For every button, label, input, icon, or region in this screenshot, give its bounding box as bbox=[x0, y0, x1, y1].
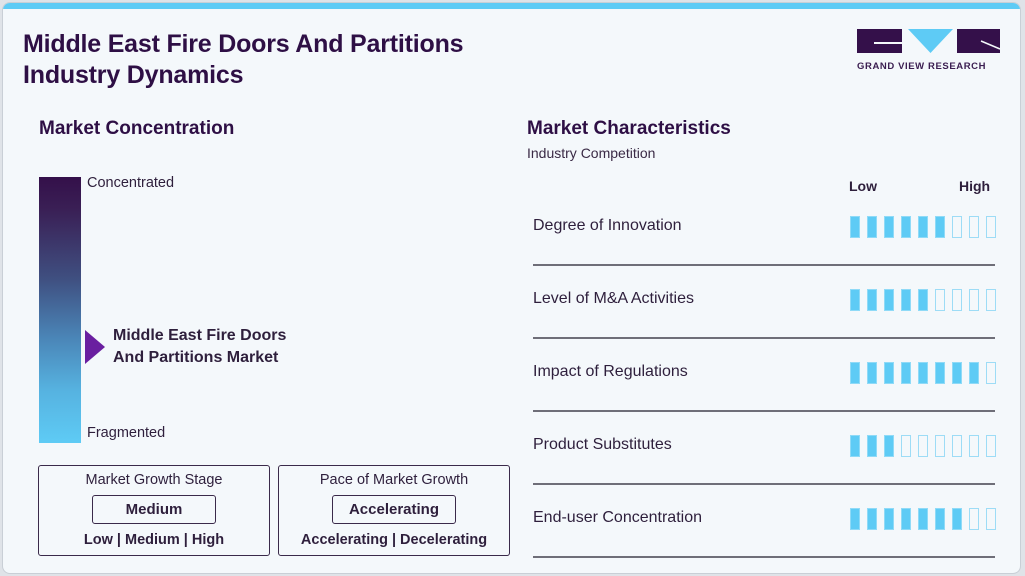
scale-low-label: Low bbox=[849, 178, 877, 194]
concentrated-label: Concentrated bbox=[87, 175, 175, 191]
top-accent-bar bbox=[3, 3, 1020, 9]
rating-segment-empty bbox=[935, 435, 945, 457]
growth-pace-title: Pace of Market Growth bbox=[319, 472, 469, 488]
market-name-line-2: And Partitions Market bbox=[113, 349, 279, 366]
rating-segment-empty bbox=[918, 435, 928, 457]
title-line-2: Industry Dynamics bbox=[23, 61, 244, 89]
scale-high-label: High bbox=[959, 178, 991, 194]
characteristic-label: End-user Concentration bbox=[533, 509, 702, 526]
rating-segment-empty bbox=[986, 216, 996, 238]
title-line-1: Middle East Fire Doors And Partitions bbox=[23, 30, 464, 58]
fragmented-label: Fragmented bbox=[87, 425, 166, 441]
rating-segment-filled bbox=[850, 435, 860, 457]
rating-segment-filled bbox=[884, 362, 894, 384]
rating-segment-empty bbox=[986, 289, 996, 311]
rating-segment-filled bbox=[884, 435, 894, 457]
rating-meter bbox=[850, 435, 996, 459]
row-divider bbox=[533, 483, 995, 485]
pace-of-market-growth-box: Pace of Market Growth Accelerating Accel… bbox=[278, 465, 510, 556]
rating-segment-filled bbox=[918, 289, 928, 311]
grand-view-research-logo: GRAND VIEW RESEARCH bbox=[857, 29, 1002, 72]
rating-segment-empty bbox=[969, 435, 979, 457]
rating-segment-filled bbox=[969, 362, 979, 384]
rating-segment-empty bbox=[969, 216, 979, 238]
rating-segment-filled bbox=[901, 289, 911, 311]
rating-segment-filled bbox=[952, 508, 962, 530]
market-name-line-1: Middle East Fire Doors bbox=[113, 327, 287, 344]
growth-pace-value: Accelerating bbox=[332, 495, 456, 524]
market-concentration-heading: Market Concentration bbox=[39, 118, 235, 139]
growth-stage-options: Low | Medium | High bbox=[83, 532, 225, 548]
rating-segment-filled bbox=[867, 435, 877, 457]
characteristic-label: Impact of Regulations bbox=[533, 363, 688, 380]
concentration-gradient-bar bbox=[39, 177, 81, 443]
rating-segment-empty bbox=[969, 289, 979, 311]
rating-segment-filled bbox=[867, 289, 877, 311]
characteristic-label: Degree of Innovation bbox=[533, 217, 682, 234]
rating-segment-filled bbox=[901, 216, 911, 238]
rating-segment-filled bbox=[884, 289, 894, 311]
rating-segment-filled bbox=[901, 362, 911, 384]
rating-meter bbox=[850, 508, 996, 532]
rating-meter bbox=[850, 362, 996, 386]
rating-segment-empty bbox=[986, 362, 996, 384]
market-characteristics-heading: Market Characteristics bbox=[527, 118, 731, 139]
logo-icon bbox=[857, 29, 1002, 55]
growth-pace-options: Accelerating | Decelerating bbox=[300, 532, 488, 548]
page-title: Middle East Fire Doors And Partitions In… bbox=[23, 29, 464, 91]
rating-segment-filled bbox=[850, 289, 860, 311]
market-name-label: Middle East Fire Doors And Partitions Ma… bbox=[113, 325, 286, 369]
rating-segment-filled bbox=[935, 362, 945, 384]
rating-segment-empty bbox=[952, 216, 962, 238]
rating-segment-empty bbox=[952, 289, 962, 311]
rating-segment-filled bbox=[867, 508, 877, 530]
rating-meter bbox=[850, 216, 996, 240]
rating-segment-filled bbox=[884, 216, 894, 238]
rating-segment-empty bbox=[935, 289, 945, 311]
rating-segment-filled bbox=[918, 216, 928, 238]
row-divider bbox=[533, 264, 995, 266]
rating-meter bbox=[850, 289, 996, 313]
rating-segment-filled bbox=[850, 362, 860, 384]
rating-segment-filled bbox=[884, 508, 894, 530]
row-divider bbox=[533, 337, 995, 339]
rating-segment-empty bbox=[986, 435, 996, 457]
industry-competition-subheading: Industry Competition bbox=[527, 145, 656, 161]
growth-stage-value: Medium bbox=[92, 495, 216, 524]
rating-segment-filled bbox=[918, 362, 928, 384]
rating-segment-filled bbox=[867, 362, 877, 384]
rating-segment-filled bbox=[867, 216, 877, 238]
rating-segment-empty bbox=[952, 435, 962, 457]
market-growth-stage-box: Market Growth Stage Medium Low | Medium … bbox=[38, 465, 270, 556]
characteristic-label: Level of M&A Activities bbox=[533, 290, 694, 307]
rating-segment-filled bbox=[952, 362, 962, 384]
growth-stage-title: Market Growth Stage bbox=[85, 472, 223, 488]
rating-segment-filled bbox=[918, 508, 928, 530]
row-divider bbox=[533, 556, 995, 558]
rating-segment-empty bbox=[969, 508, 979, 530]
rating-segment-filled bbox=[850, 216, 860, 238]
market-position-marker-icon bbox=[85, 330, 105, 364]
rating-segment-empty bbox=[986, 508, 996, 530]
characteristic-label: Product Substitutes bbox=[533, 436, 672, 453]
rating-segment-filled bbox=[935, 508, 945, 530]
row-divider bbox=[533, 410, 995, 412]
rating-segment-filled bbox=[850, 508, 860, 530]
rating-segment-filled bbox=[901, 508, 911, 530]
logo-text: GRAND VIEW RESEARCH bbox=[857, 61, 987, 72]
rating-segment-filled bbox=[935, 216, 945, 238]
rating-segment-empty bbox=[901, 435, 911, 457]
